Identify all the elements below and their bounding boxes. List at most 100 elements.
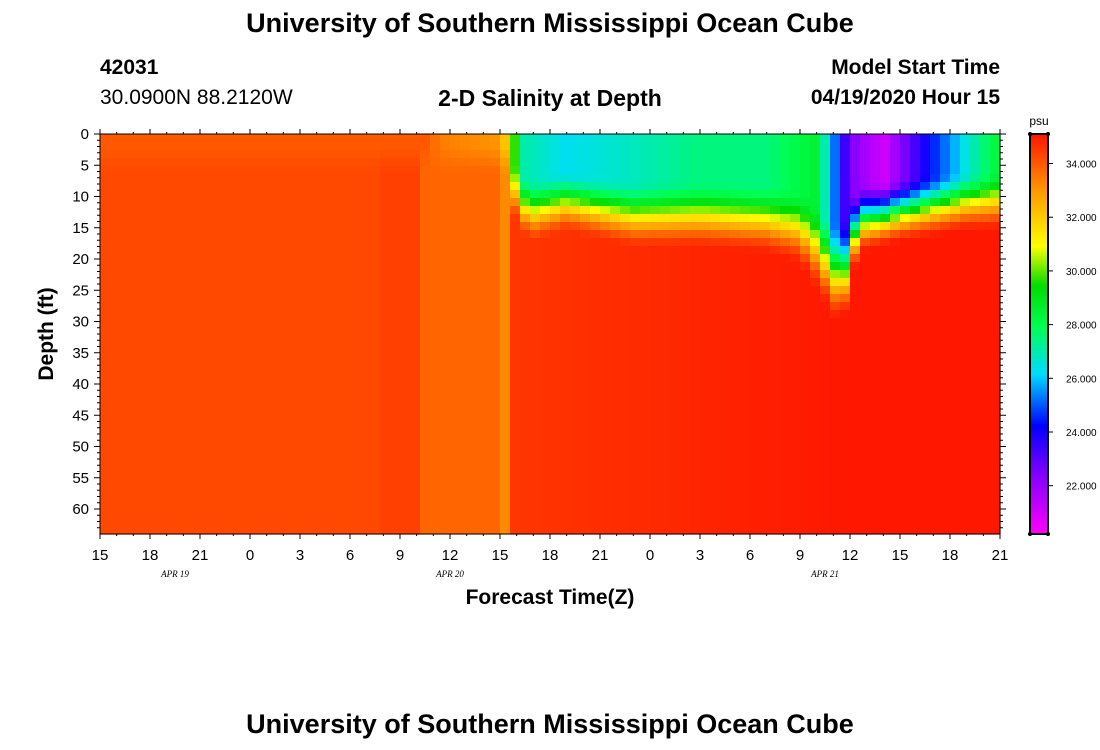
colorbar-swatch [1030,164,1048,167]
heatmap-cell [620,486,631,495]
heatmap-cell [920,502,931,511]
heatmap-cell [380,510,391,519]
heatmap-cell [120,358,131,367]
heatmap-cell [610,262,621,271]
heatmap-cell [620,502,631,511]
heatmap-cell [920,454,931,463]
heatmap-cell [300,366,311,375]
heatmap-cell [270,318,281,327]
x-tick-label: 6 [346,547,354,564]
heatmap-cell [700,318,711,327]
heatmap-cell [870,446,881,455]
heatmap-cell [420,526,431,535]
heatmap-cell [990,294,1001,303]
heatmap-cell [850,262,861,271]
heatmap-cell [640,470,651,479]
heatmap-cell [950,150,961,159]
heatmap-cell [400,302,411,311]
heatmap-cell [630,174,641,183]
heatmap-cell [100,350,111,359]
heatmap-cell [420,222,431,231]
heatmap-cell [150,326,161,335]
heatmap-cell [660,158,671,167]
heatmap-cell [230,350,241,359]
heatmap-cell [780,334,791,343]
heatmap-cell [650,238,661,247]
heatmap-cell [760,390,771,399]
heatmap-cell [820,190,831,199]
heatmap-cell [740,430,751,439]
heatmap-cell [330,166,341,175]
heatmap-cell [960,254,971,263]
heatmap-cell [100,358,111,367]
heatmap-cell [120,334,131,343]
heatmap-cell [750,486,761,495]
heatmap-cell [550,246,561,255]
heatmap-cell [680,478,691,487]
heatmap-cell [340,358,351,367]
heatmap-cell [840,414,851,423]
heatmap-cell [160,206,171,215]
heatmap-cell [590,182,601,191]
heatmap-cell [370,310,381,319]
heatmap-cell [790,398,801,407]
heatmap-cell [890,446,901,455]
heatmap-cell [690,222,701,231]
heatmap-cell [680,174,691,183]
heatmap-cell [580,230,591,239]
heatmap-cell [890,334,901,343]
heatmap-cell [300,518,311,527]
heatmap-cell [790,390,801,399]
heatmap-cell [950,374,961,383]
heatmap-cell [350,294,361,303]
heatmap-cell [530,142,541,151]
heatmap-cell [310,446,321,455]
heatmap-cell [790,334,801,343]
heatmap-cell [810,374,821,383]
heatmap-cell [950,286,961,295]
heatmap-cell [400,374,411,383]
heatmap-cell [990,414,1001,423]
heatmap-cell [650,182,661,191]
heatmap-cell [440,358,451,367]
heatmap-cell [680,198,691,207]
heatmap-cell [300,294,311,303]
heatmap-cell [250,518,261,527]
heatmap-cell [620,358,631,367]
heatmap-cell [410,286,421,295]
heatmap-cell [450,422,461,431]
heatmap-cell [590,374,601,383]
heatmap-cell [160,190,171,199]
heatmap-cell [680,262,691,271]
heatmap-cell [620,198,631,207]
heatmap-cell [590,478,601,487]
heatmap-cell [450,318,461,327]
heatmap-cell [460,142,471,151]
heatmap-cell [850,326,861,335]
heatmap-cell [350,526,361,535]
heatmap-cell [140,502,151,511]
heatmap-cell [450,462,461,471]
heatmap-cell [800,286,811,295]
heatmap-cell [720,294,731,303]
heatmap-cell [640,478,651,487]
heatmap-cell [510,278,521,287]
heatmap-cell [600,198,611,207]
heatmap-cell [300,254,311,263]
heatmap-cell [490,430,501,439]
colorbar-swatch [1030,354,1048,357]
heatmap-cell [330,470,341,479]
heatmap-cell [300,358,311,367]
heatmap-cell [800,230,811,239]
heatmap-cell [460,486,471,495]
heatmap-cell [740,374,751,383]
heatmap-cell [940,406,951,415]
heatmap-cell [400,494,411,503]
heatmap-cell [180,398,191,407]
heatmap-cell [340,366,351,375]
heatmap-cell [630,310,641,319]
heatmap-cell [280,238,291,247]
heatmap-cell [850,438,861,447]
heatmap-cell [360,158,371,167]
heatmap-cell [560,334,571,343]
